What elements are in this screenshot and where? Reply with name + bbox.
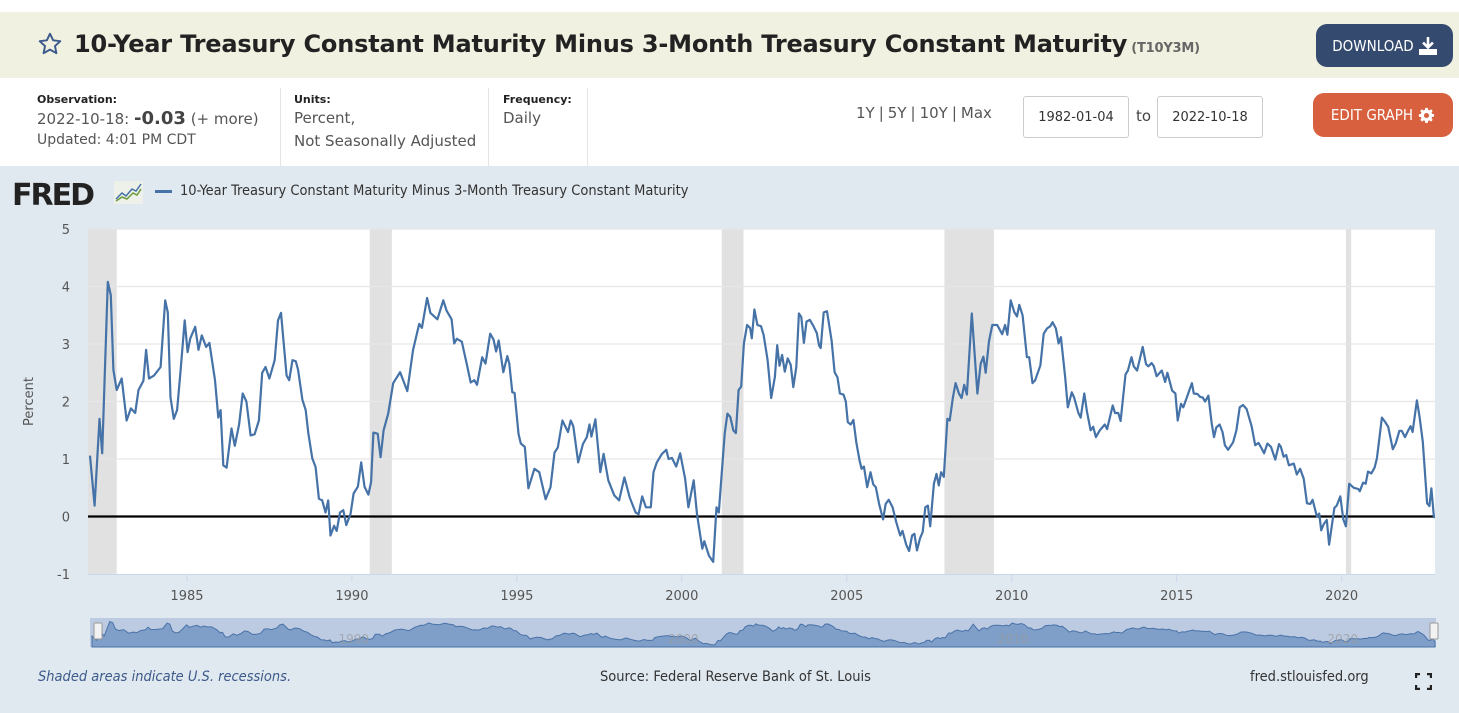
x-tick-label: 2010 bbox=[995, 589, 1028, 604]
observation-more-link[interactable]: (+ more) bbox=[190, 110, 259, 128]
frequency-panel: Frequency: Daily bbox=[491, 88, 588, 166]
end-date-input[interactable] bbox=[1157, 96, 1263, 138]
recession-note: Shaded areas indicate U.S. recessions. bbox=[38, 669, 292, 685]
y-axis-ticks: -1 0 1 2 3 4 5 bbox=[57, 223, 70, 583]
x-tick-label: 2020 bbox=[1325, 589, 1358, 604]
observation-panel: Observation: 2022-10-18: -0.03 (+ more) … bbox=[25, 88, 281, 166]
x-tick-label: 1985 bbox=[170, 589, 203, 604]
navigator-handle-left[interactable] bbox=[93, 622, 103, 640]
x-axis-ticks: 1985 1990 1995 2000 2005 2010 2015 2020 bbox=[170, 574, 1358, 604]
x-tick-label: 2005 bbox=[830, 589, 863, 604]
navigator-label: 1990 bbox=[338, 632, 369, 646]
x-tick-label: 1995 bbox=[500, 589, 533, 604]
frequency-value: Daily bbox=[503, 109, 541, 127]
y-tick-label: 0 bbox=[62, 511, 70, 526]
units-label: Units: bbox=[294, 93, 331, 106]
navigator-series-area bbox=[91, 620, 1436, 648]
y-axis-label: Percent bbox=[22, 377, 37, 426]
y-tick-label: 5 bbox=[62, 223, 70, 238]
site-link[interactable]: fred.stlouisfed.org bbox=[1250, 669, 1369, 685]
range-max[interactable]: Max bbox=[960, 104, 992, 122]
gear-icon bbox=[1418, 107, 1435, 123]
fred-sparkline-icon bbox=[114, 181, 143, 204]
fred-logo[interactable]: FRED bbox=[12, 178, 95, 213]
range-1y[interactable]: 1Y bbox=[856, 104, 875, 122]
navigator: 1990 2000 2010 2020 bbox=[90, 618, 1439, 648]
series-title: 10-Year Treasury Constant Maturity Minus… bbox=[74, 30, 1128, 58]
x-tick-label: 2015 bbox=[1160, 589, 1193, 604]
y-tick-label: 1 bbox=[62, 453, 70, 468]
observation-value: -0.03 bbox=[134, 108, 186, 129]
edit-graph-label: EDIT GRAPH bbox=[1330, 106, 1414, 124]
line-chart: -1 0 1 2 3 4 5 1985 1990 1995 2000 2005 2010 2015 202… bbox=[22, 223, 1439, 648]
navigator-handle-right[interactable] bbox=[1429, 622, 1439, 640]
series-id: (T10Y3M) bbox=[1131, 41, 1200, 56]
series-line bbox=[88, 280, 1436, 563]
navigator-labels: 1990 2000 2010 2020 bbox=[338, 632, 1358, 646]
y-tick-label: 3 bbox=[62, 338, 70, 353]
observation-label: Observation: bbox=[37, 93, 118, 106]
navigator-label: 2020 bbox=[1327, 632, 1358, 646]
x-tick-label: 1990 bbox=[335, 589, 368, 604]
legend-label: 10-Year Treasury Constant Maturity Minus… bbox=[180, 183, 689, 199]
units-line-1: Percent, bbox=[294, 109, 356, 127]
x-tick-label: 2000 bbox=[665, 589, 698, 604]
range-10y[interactable]: 10Y bbox=[919, 104, 948, 122]
y-tick-label: -1 bbox=[57, 568, 70, 583]
to-label: to bbox=[1136, 107, 1152, 125]
title-bar bbox=[0, 12, 1459, 78]
range-5y[interactable]: 5Y bbox=[887, 104, 907, 122]
source-text: Source: Federal Reserve Bank of St. Loui… bbox=[600, 669, 871, 685]
units-line-2: Not Seasonally Adjusted bbox=[294, 132, 477, 150]
units-panel: Units: Percent, Not Seasonally Adjusted bbox=[282, 88, 489, 166]
star-outline-icon[interactable] bbox=[37, 31, 63, 57]
download-label: DOWNLOAD bbox=[1332, 36, 1414, 55]
navigator-label: 2000 bbox=[668, 632, 699, 646]
chart-legend: 10-Year Treasury Constant Maturity Minus… bbox=[155, 183, 689, 199]
start-date-input[interactable] bbox=[1023, 96, 1129, 138]
fullscreen-icon[interactable] bbox=[1415, 673, 1432, 690]
download-button[interactable]: DOWNLOAD bbox=[1316, 24, 1453, 67]
y-tick-label: 2 bbox=[62, 396, 70, 411]
download-icon bbox=[1418, 36, 1437, 55]
updated-time: Updated: 4:01 PM CDT bbox=[37, 132, 196, 148]
y-tick-label: 4 bbox=[62, 281, 70, 296]
page-title: 10-Year Treasury Constant Maturity Minus… bbox=[74, 30, 1200, 58]
range-selector: 1Y | 5Y | 10Y | Max bbox=[856, 104, 992, 122]
navigator-label: 2010 bbox=[998, 632, 1029, 646]
edit-graph-button[interactable]: EDIT GRAPH bbox=[1313, 93, 1453, 137]
observation-date: 2022-10-18: bbox=[37, 110, 130, 128]
frequency-label: Frequency: bbox=[503, 93, 572, 106]
legend-swatch bbox=[155, 189, 172, 193]
